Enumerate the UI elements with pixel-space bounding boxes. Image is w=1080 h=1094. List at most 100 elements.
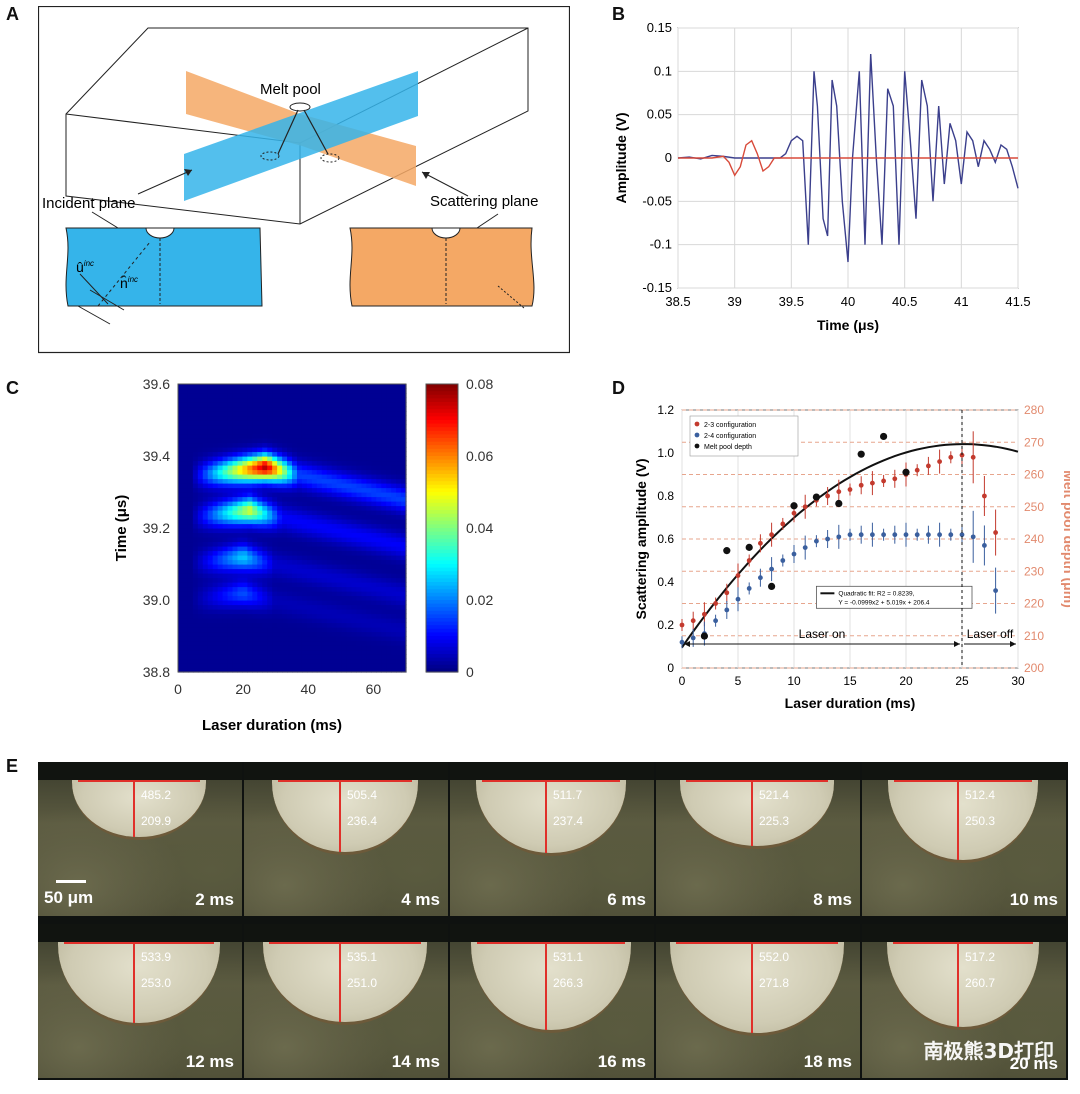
heatmap-cell [207, 501, 214, 507]
heatmap-cell [217, 532, 224, 538]
heatmap-cell [197, 546, 204, 552]
heatmap-cell [401, 505, 407, 511]
heatmap-cell [232, 415, 239, 421]
heatmap-cell [361, 532, 367, 538]
heatmap-cell [311, 406, 318, 412]
heatmap-cell [272, 654, 278, 660]
heatmap-cell [301, 429, 308, 435]
heatmap-cell [356, 640, 362, 646]
heatmap-cell [287, 573, 293, 579]
heatmap-cell [232, 532, 239, 538]
heatmap-cell [366, 501, 372, 507]
heatmap-cell [351, 613, 358, 619]
heatmap-cell [326, 514, 333, 520]
heatmap-cell [267, 577, 273, 583]
melt-pool-depth-value: 209.9 [141, 814, 172, 828]
heatmap-cell [366, 424, 372, 430]
colorbar-segment [426, 448, 458, 453]
heatmap-cell [252, 546, 258, 552]
heatmap-cell [321, 415, 328, 421]
heatmap-cell [366, 397, 372, 403]
data-point [746, 586, 752, 591]
heatmap-cell [351, 636, 358, 642]
heatmap-cell [366, 667, 372, 673]
heatmap-cell [331, 433, 338, 439]
heatmap-cell [178, 510, 184, 516]
heatmap-cell [257, 505, 263, 511]
heatmap-cell [386, 541, 392, 547]
heatmap-cell [391, 528, 397, 534]
legend-marker [694, 421, 700, 427]
heatmap-cell [391, 492, 397, 498]
heatmap-cell [182, 627, 189, 633]
heatmap-cell [321, 456, 328, 462]
heatmap-cell [217, 474, 224, 480]
heatmap-cell [326, 519, 333, 525]
heatmap-cell [321, 474, 328, 480]
heatmap-cell [301, 460, 308, 466]
heatmap-cell [316, 573, 323, 579]
heatmap-cell [237, 555, 244, 561]
heatmap-cell [366, 514, 372, 520]
y-tick-label: -0.1 [650, 237, 672, 252]
heatmap-cell [331, 595, 338, 601]
heatmap-cell [222, 465, 229, 471]
heatmap-cell [396, 559, 402, 565]
heatmap-cell [242, 559, 248, 565]
heatmap-cell [351, 451, 358, 457]
heatmap-cell [381, 609, 387, 615]
heatmap-cell [232, 622, 239, 628]
heatmap-cell [277, 487, 283, 493]
heatmap-cell [257, 492, 263, 498]
heatmap-cell [207, 388, 214, 394]
heatmap-cell [371, 663, 377, 669]
heatmap-cell [321, 397, 328, 403]
heatmap-cell [386, 496, 392, 502]
heatmap-cell [252, 451, 258, 457]
heatmap-cell [257, 415, 263, 421]
heatmap-cell [227, 537, 234, 543]
heatmap-cell [361, 541, 367, 547]
heatmap-cell [262, 663, 268, 669]
heatmap-cell [336, 492, 343, 498]
heatmap-cell [277, 438, 283, 444]
heatmap-cell [197, 483, 204, 489]
heatmap-cell [202, 586, 209, 592]
colorbar-segment [426, 592, 458, 597]
heatmap-cell [366, 433, 372, 439]
colorbar-segment [426, 578, 458, 583]
heatmap-cell [212, 555, 219, 561]
heatmap-cell [371, 564, 377, 570]
heatmap-cell [187, 595, 194, 601]
heatmap-cell [272, 451, 278, 457]
heatmap-cell [237, 447, 244, 453]
heatmap-cell [292, 474, 298, 480]
heatmap-cell [316, 604, 323, 610]
heatmap-cell [182, 420, 189, 426]
heatmap-cell [232, 429, 239, 435]
heatmap-cell [391, 591, 397, 597]
heatmap-cell [272, 582, 278, 588]
heatmap-cell [292, 496, 298, 502]
heatmap-cell [277, 442, 283, 448]
heatmap-cell [321, 586, 328, 592]
heatmap-cell [272, 595, 278, 601]
heatmap-cell [277, 564, 283, 570]
heatmap-cell [376, 447, 382, 453]
heatmap-cell [386, 613, 392, 619]
heatmap-cell [182, 546, 189, 552]
heatmap-cell [306, 627, 313, 633]
heatmap-cell [197, 591, 204, 597]
heatmap-cell [336, 415, 343, 421]
heatmap-cell [391, 600, 397, 606]
heatmap-cell [381, 618, 387, 624]
heatmap-cell [292, 564, 298, 570]
heatmap-cell [247, 649, 253, 655]
heatmap-cell [292, 537, 298, 543]
heatmap-cell [376, 559, 382, 565]
heatmap-cell [272, 613, 278, 619]
heatmap-cell [321, 528, 328, 534]
heatmap-cell [401, 541, 407, 547]
